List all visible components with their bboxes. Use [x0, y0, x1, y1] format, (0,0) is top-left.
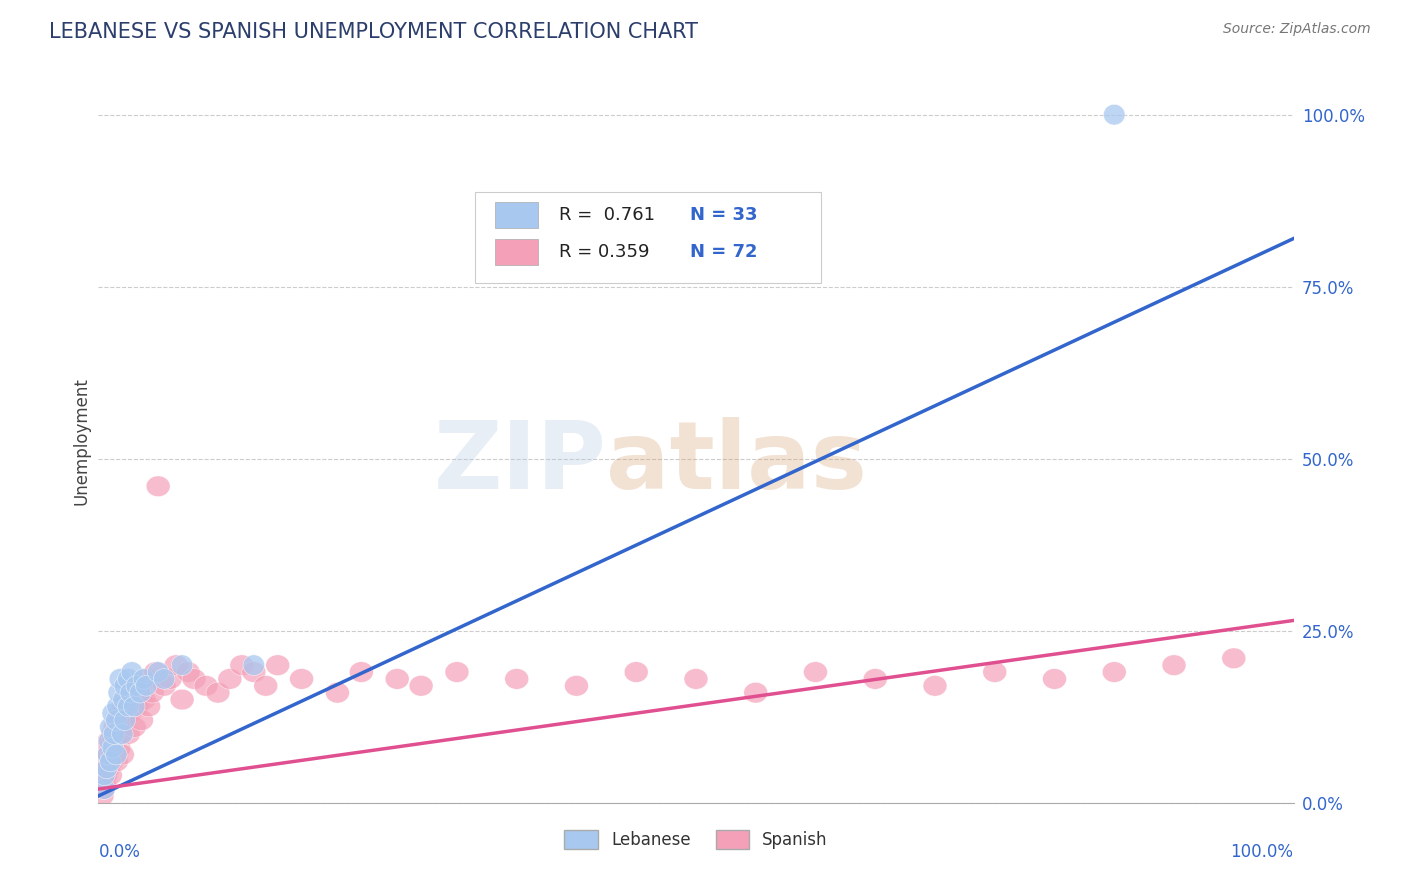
FancyBboxPatch shape [495, 238, 538, 265]
Text: 100.0%: 100.0% [1230, 843, 1294, 861]
FancyBboxPatch shape [495, 202, 538, 228]
Text: ZIP: ZIP [433, 417, 606, 509]
Text: R =  0.761: R = 0.761 [558, 206, 655, 225]
Text: R = 0.359: R = 0.359 [558, 243, 650, 260]
Text: N = 33: N = 33 [690, 206, 758, 225]
FancyBboxPatch shape [475, 193, 821, 283]
Y-axis label: Unemployment: Unemployment [72, 377, 90, 506]
Text: 0.0%: 0.0% [98, 843, 141, 861]
Text: atlas: atlas [606, 417, 868, 509]
Text: LEBANESE VS SPANISH UNEMPLOYMENT CORRELATION CHART: LEBANESE VS SPANISH UNEMPLOYMENT CORRELA… [49, 22, 699, 42]
Legend: Lebanese, Spanish: Lebanese, Spanish [558, 823, 834, 856]
Text: N = 72: N = 72 [690, 243, 758, 260]
Text: Source: ZipAtlas.com: Source: ZipAtlas.com [1223, 22, 1371, 37]
